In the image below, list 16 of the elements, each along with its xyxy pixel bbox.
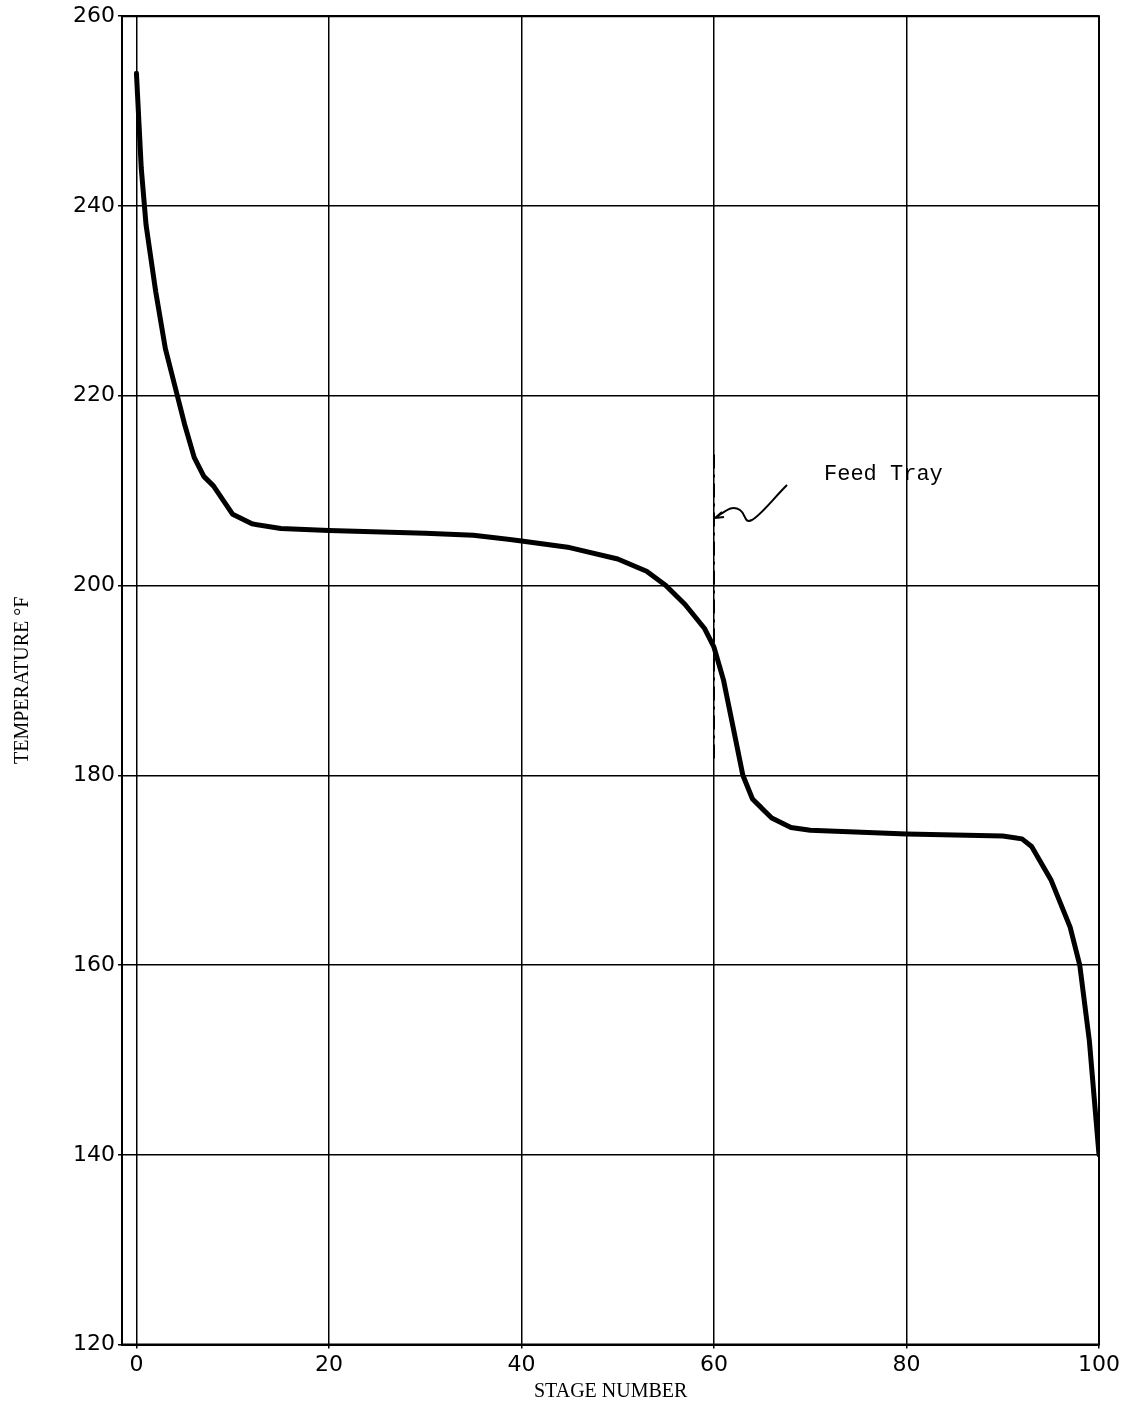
- y-tick-label: 220: [72, 381, 115, 407]
- y-tick-label: 120: [72, 1330, 115, 1356]
- y-tick-label: 260: [72, 1, 115, 27]
- x-tick-label: 100: [1078, 1350, 1120, 1376]
- y-tick-label: 240: [72, 191, 115, 217]
- x-tick-label: 60: [699, 1350, 728, 1376]
- x-axis-title: STAGE NUMBER: [533, 1378, 688, 1402]
- y-tick-label: 140: [72, 1140, 115, 1166]
- y-axis-title: TEMPERATURE °F: [10, 596, 33, 764]
- y-tick-label: 200: [72, 571, 115, 597]
- x-tick-label: 40: [507, 1350, 536, 1376]
- x-tick-label: 0: [129, 1350, 144, 1376]
- y-tick-label: 160: [72, 950, 115, 976]
- x-tick-label: 80: [892, 1350, 921, 1376]
- y-tick-label: 180: [72, 761, 115, 786]
- x-tick-label: 20: [314, 1350, 343, 1376]
